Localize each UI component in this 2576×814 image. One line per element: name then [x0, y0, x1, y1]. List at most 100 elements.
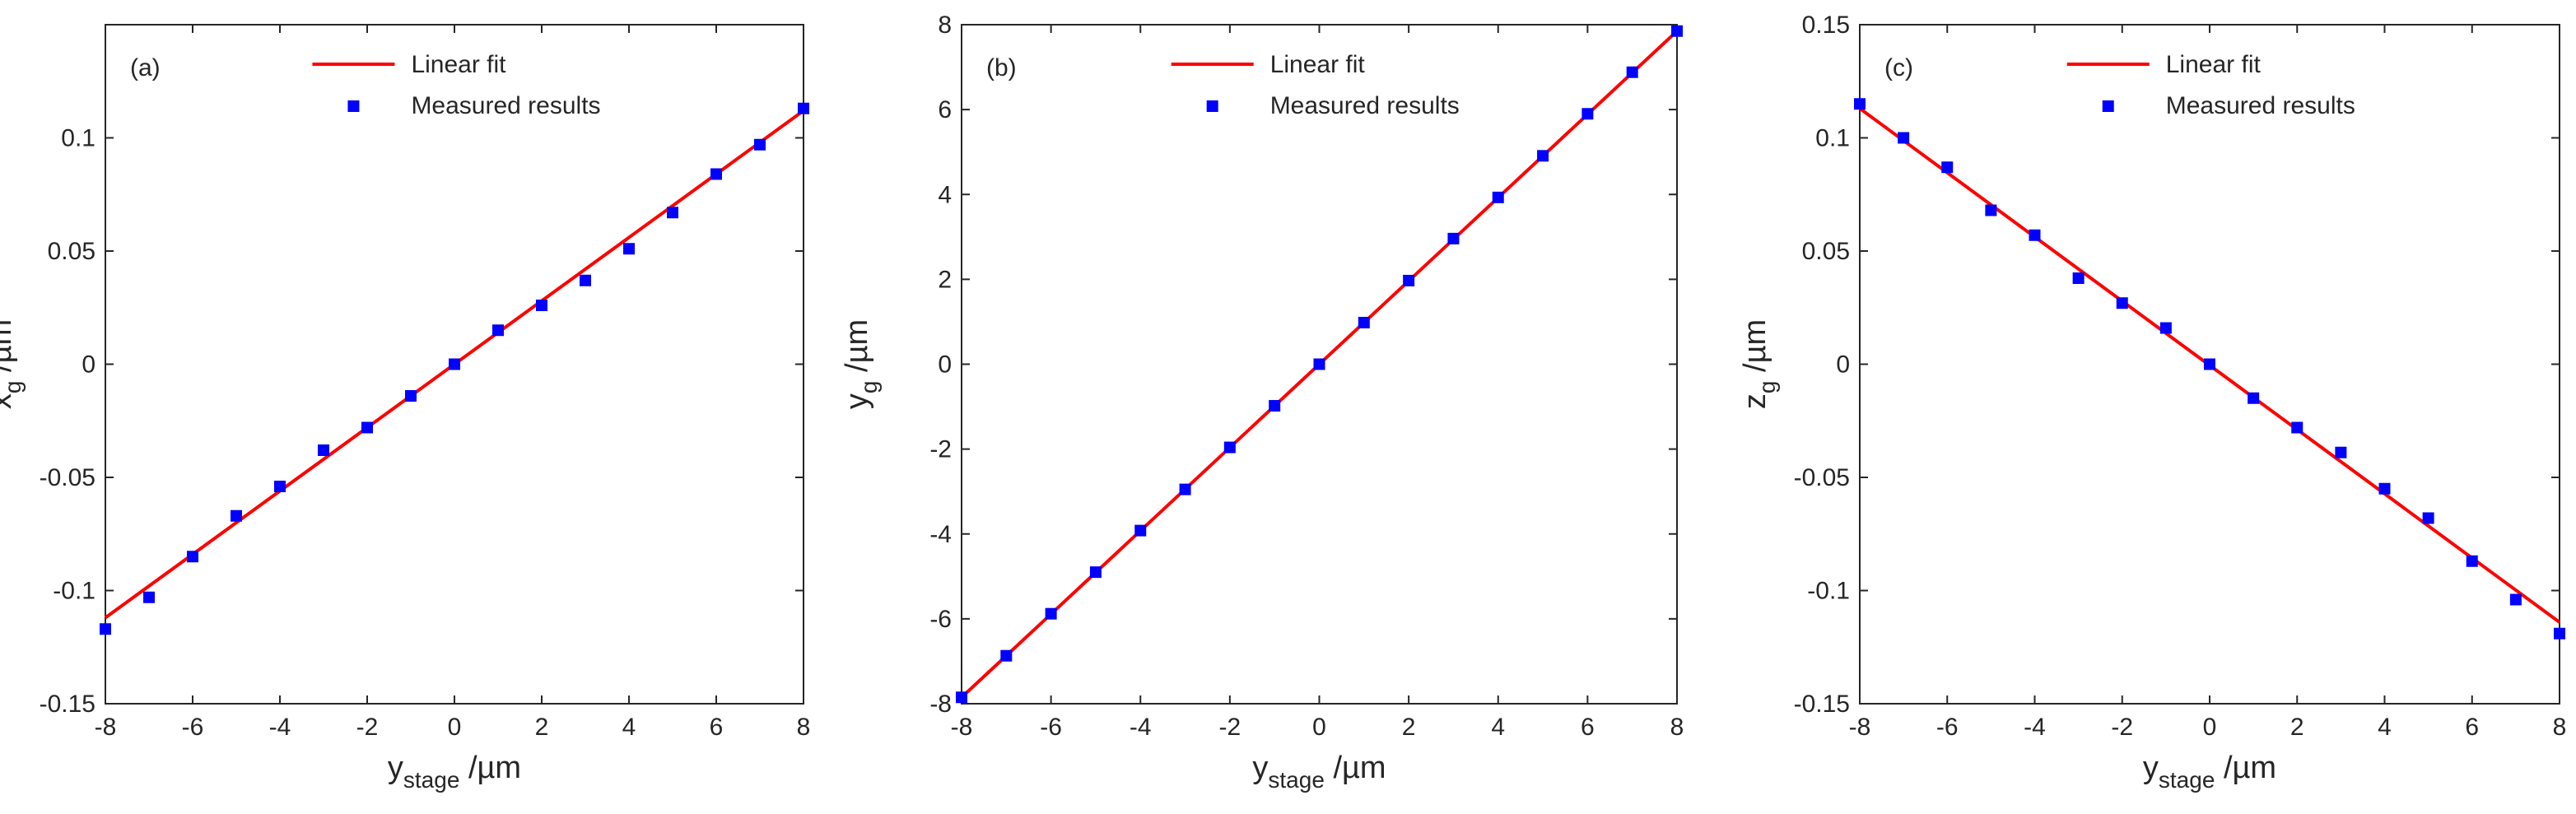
measured-point: [1313, 358, 1325, 370]
y-axis-label-main: y: [840, 393, 874, 409]
y-tick-label: 0.05: [1802, 238, 1850, 265]
y-tick-label: -0.05: [40, 464, 95, 491]
measured-point: [2072, 272, 2085, 284]
measured-point: [2509, 593, 2522, 606]
measured-point: [231, 509, 242, 522]
y-tick-label: -0.15: [40, 691, 95, 718]
y-axis-label-unit: /µm: [840, 319, 874, 381]
y-tick-label: -0.1: [53, 578, 95, 605]
measured-point: [1447, 232, 1460, 244]
panel-label: (c): [1884, 54, 1913, 81]
x-axis-label: ystage /µm: [388, 751, 521, 793]
measured-point: [274, 481, 286, 492]
measured-point: [1581, 108, 1594, 120]
x-tick-label: 8: [2553, 714, 2567, 741]
measured-point: [1358, 316, 1370, 328]
measured-point: [1537, 150, 1549, 162]
y-tick-label: -8: [929, 691, 952, 718]
x-tick-label: -4: [1130, 714, 1152, 741]
x-tick-label: -6: [1040, 714, 1062, 741]
measured-point: [1626, 66, 1638, 78]
y-tick-label: 0: [1836, 351, 1850, 379]
y-tick-label: -6: [929, 606, 952, 633]
measured-point: [1179, 483, 1191, 495]
x-tick-label: 4: [1491, 714, 1505, 741]
y-tick-label: -0.15: [1794, 691, 1850, 718]
measured-point: [2291, 421, 2303, 434]
measured-point: [1089, 566, 1102, 579]
x-tick-label: -2: [1219, 714, 1241, 741]
y-tick-label: 8: [938, 12, 952, 39]
y-axis-label-sub: g: [0, 381, 26, 394]
legend-measured-swatch: [347, 100, 360, 112]
measured-point: [623, 243, 635, 255]
measured-point: [1985, 204, 1997, 216]
y-axis-label-sub: g: [1754, 381, 1780, 394]
measured-point: [667, 207, 678, 219]
x-axis-label-main: y: [2143, 751, 2159, 785]
x-tick-label: -2: [2111, 714, 2133, 741]
measured-point: [1269, 400, 1281, 412]
x-tick-label: -8: [951, 714, 973, 741]
x-tick-label: -6: [182, 714, 204, 741]
measured-point: [956, 691, 967, 704]
legend: Linear fit Measured results: [1171, 51, 1460, 119]
x-axis-label-unit: /µm: [459, 751, 521, 785]
y-tick-label: -0.1: [1807, 578, 1850, 605]
x-tick-label: 2: [535, 714, 549, 741]
measured-point: [2378, 482, 2391, 495]
x-tick-label: -8: [95, 714, 117, 741]
y-tick-label: 0: [82, 351, 95, 379]
y-tick-label: -4: [929, 521, 952, 548]
x-axis-label-main: y: [388, 751, 403, 785]
x-tick-label: 0: [2203, 714, 2217, 741]
measured-point: [1492, 191, 1504, 203]
x-tick-label: 0: [448, 714, 462, 741]
y-axis-label-unit: /µm: [1738, 319, 1772, 381]
measured-point: [1898, 132, 1910, 144]
panel-c: -8 -6 -4 -2 0 2 4 6 8 -0.15 -0.1 -0.05 0 0.05 0.1 0.15 (…: [1738, 12, 2566, 793]
measured-point: [2159, 322, 2172, 334]
y-tick-label: 0.1: [1815, 125, 1850, 152]
x-tick-label: -4: [269, 714, 291, 741]
x-tick-label: 2: [1402, 714, 1416, 741]
measured-point: [536, 300, 547, 311]
x-tick-label: -4: [2024, 714, 2046, 741]
y-axis-label-sub: g: [856, 381, 882, 394]
y-axis-label: zg /µm: [1738, 319, 1780, 409]
y-tick-label: 0.05: [48, 238, 95, 265]
measured-point: [1134, 524, 1147, 537]
measured-point: [187, 551, 198, 563]
measured-point: [2335, 446, 2347, 458]
measured-point: [361, 421, 373, 434]
measured-point: [1223, 441, 1236, 454]
y-tick-label: 0.1: [61, 125, 95, 152]
x-tick-label: 2: [2290, 714, 2304, 741]
x-axis-label-main: y: [1252, 751, 1268, 785]
measured-point: [2422, 512, 2434, 524]
measured-point: [2029, 229, 2041, 241]
y-axis-label: yg /µm: [840, 319, 882, 409]
x-tick-label: 4: [622, 714, 636, 741]
x-tick-label: 0: [1312, 714, 1326, 741]
measured-point: [2116, 297, 2128, 309]
y-axis-label-main: x: [0, 393, 18, 409]
legend: Linear fit Measured results: [2066, 51, 2355, 119]
x-axis-label-sub: stage: [1268, 767, 1325, 793]
measured-point: [405, 390, 417, 402]
x-tick-label: 6: [710, 714, 724, 741]
x-tick-label: 8: [797, 714, 811, 741]
measured-point: [1671, 25, 1683, 37]
y-tick-label: 0: [938, 351, 952, 379]
legend-measured-swatch: [1206, 100, 1218, 112]
y-tick-label: 0.15: [1802, 12, 1850, 39]
panel-label: (b): [986, 54, 1017, 81]
panel-a: -8 -6 -4 -2 0 2 4 6 8 -0.15 -0.1 -0.05 0 0.05 0.1 (a) Li…: [0, 24, 811, 793]
measured-point: [318, 444, 329, 456]
measured-point: [1000, 649, 1013, 662]
x-tick-label: 6: [2465, 714, 2479, 741]
x-axis-label: ystage /µm: [1252, 751, 1386, 793]
x-axis-label-unit: /µm: [1325, 751, 1386, 785]
legend-measured-swatch: [2102, 100, 2114, 112]
